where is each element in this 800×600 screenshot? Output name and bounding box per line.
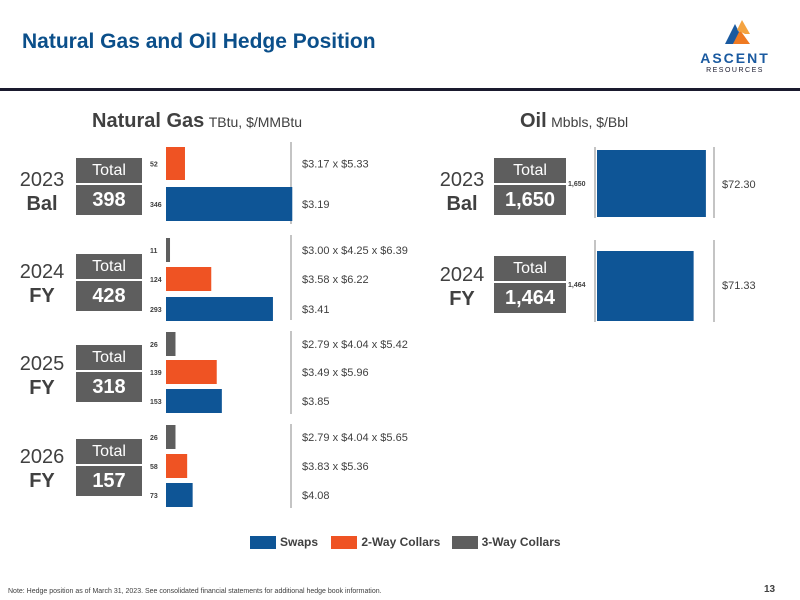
- gas-2026-swaps-price-label: $4.08: [302, 490, 330, 502]
- gas-2025-year-label: 2025 FY: [12, 352, 72, 400]
- period: FY: [29, 377, 55, 399]
- gas-2024-3-way-collars-value-label: 11: [150, 248, 158, 255]
- total-label: Total: [494, 256, 566, 283]
- gas-2024-total-box: Total 428: [76, 254, 142, 311]
- gas-2024-2-way-collars-value-label: 124: [150, 277, 162, 284]
- header-rule: [0, 88, 800, 91]
- oil-2023-swaps-bar: [597, 150, 706, 217]
- total-value: 157: [92, 470, 126, 492]
- gas-2024-3-way-collars-bar: [166, 238, 171, 262]
- oil-title: Oil: [520, 110, 547, 132]
- gas-2025-3-way-collars-value-label: 26: [150, 342, 158, 349]
- gas-2023-2-way-collars-value-label: 52: [150, 162, 158, 169]
- gas-2024-3-way-collars-price-label: $3.00 x $4.25 x $6.39: [302, 245, 408, 257]
- logo-subtext: RESOURCES: [706, 67, 764, 74]
- footnote: Note: Hedge position as of March 31, 202…: [8, 588, 382, 595]
- gas-2026-2-way-collars-bar: [166, 454, 188, 478]
- gas-2025-swaps-value-label: 153: [150, 399, 162, 406]
- gas-2025-swaps-bar: [166, 389, 222, 413]
- gas-2025-total-box: Total 318: [76, 345, 142, 402]
- year: 2025: [19, 353, 65, 375]
- page-number: 13: [764, 584, 776, 595]
- gas-2023-swaps-price-label: $3.19: [302, 199, 330, 211]
- gas-2023-total-box: Total 398: [76, 158, 142, 215]
- gas-2024-2-way-collars-bar: [166, 267, 212, 291]
- gas-2024-swaps-bar: [166, 297, 273, 321]
- gas-2026-2-way-collars-value-label: 58: [150, 464, 158, 471]
- legend-item-2-way-collars: 2-Way Collars: [331, 535, 441, 550]
- total-value: 1,650: [504, 189, 556, 211]
- gas-2024-swaps-value-label: 293: [150, 307, 162, 314]
- gas-2025-2-way-collars-price-label: $3.49 x $5.96: [302, 367, 369, 379]
- total-value: 1,464: [504, 287, 556, 309]
- gas-2023-year-label: 2023 Bal: [12, 168, 72, 216]
- gas-2023-swaps-bar: [166, 187, 293, 221]
- gas-2025-3-way-collars-price-label: $2.79 x $4.04 x $5.42: [302, 339, 408, 351]
- oil-2024-price-label: $71.33: [722, 280, 756, 292]
- period: Bal: [446, 193, 478, 215]
- gas-2023-2-way-collars-price-label: $3.17 x $5.33: [302, 159, 369, 171]
- legend-label: 3-Way Collars: [481, 535, 561, 549]
- legend-swatch: [331, 536, 358, 550]
- oil-2023-value-label: 1,650: [568, 181, 586, 188]
- oil-2024-swaps-bar: [597, 251, 694, 321]
- gas-2025-3-way-collars-bar: [166, 332, 176, 356]
- gas-2025-2-way-collars-value-label: 139: [150, 370, 162, 377]
- gas-2024-year-label: 2024 FY: [12, 260, 72, 308]
- gas-2026-total-box: Total 157: [76, 439, 142, 496]
- gas-2025-2-way-collars-bar: [166, 360, 217, 384]
- year: 2026: [19, 446, 65, 468]
- legend-label: Swaps: [280, 535, 319, 549]
- gas-section-title: Natural Gas TBtu, $/MMBtu: [92, 110, 302, 133]
- total-label: Total: [76, 254, 142, 281]
- slide-title: Natural Gas and Oil Hedge Position: [22, 30, 376, 53]
- oil-2023-total-box: Total 1,650: [494, 158, 566, 215]
- gas-2024-swaps-price-label: $3.41: [302, 304, 330, 316]
- gas-2024-2-way-collars-price-label: $3.58 x $6.22: [302, 274, 369, 286]
- gas-2026-swaps-bar: [166, 483, 193, 507]
- gas-2023-swaps-value-label: 346: [150, 202, 162, 209]
- gas-2026-3-way-collars-price-label: $2.79 x $4.04 x $5.65: [302, 432, 408, 444]
- legend-label: 2-Way Collars: [361, 535, 441, 549]
- gas-2026-3-way-collars-bar: [166, 425, 176, 449]
- total-label: Total: [494, 158, 566, 185]
- oil-2024-year-label: 2024 FY: [432, 263, 492, 311]
- ascent-logo-icon: [725, 20, 750, 44]
- year: 2023: [19, 169, 65, 191]
- total-label: Total: [76, 439, 142, 466]
- logo-wordmark: ASCENT: [700, 50, 770, 66]
- oil-subtitle: Mbbls, $/Bbl: [551, 114, 629, 130]
- period: FY: [29, 285, 55, 307]
- period: FY: [449, 288, 475, 310]
- oil-2023-price-label: $72.30: [722, 179, 756, 191]
- total-label: Total: [76, 345, 142, 372]
- period: FY: [29, 470, 55, 492]
- year: 2024: [439, 264, 485, 286]
- legend-swatch: [451, 536, 478, 550]
- gas-2023-2-way-collars-bar: [166, 147, 185, 180]
- legend: Swaps 2-Way Collars 3-Way Collars: [250, 535, 561, 550]
- total-value: 428: [92, 285, 126, 307]
- year: 2023: [439, 169, 485, 191]
- period: Bal: [26, 193, 58, 215]
- gas-2026-3-way-collars-value-label: 26: [150, 435, 158, 442]
- oil-2023-year-label: 2023 Bal: [432, 168, 492, 216]
- total-value: 398: [92, 189, 126, 211]
- year: 2024: [19, 261, 65, 283]
- oil-2024-value-label: 1,464: [568, 282, 586, 289]
- gas-2025-swaps-price-label: $3.85: [302, 396, 330, 408]
- oil-2024-total-box: Total 1,464: [494, 256, 566, 313]
- gas-2026-swaps-value-label: 73: [150, 493, 158, 500]
- total-value: 318: [92, 376, 126, 398]
- legend-item-3-way-collars: 3-Way Collars: [451, 535, 561, 550]
- gas-title: Natural Gas: [92, 110, 205, 132]
- total-label: Total: [76, 158, 142, 185]
- gas-2026-2-way-collars-price-label: $3.83 x $5.36: [302, 461, 369, 473]
- gas-2026-year-label: 2026 FY: [12, 445, 72, 493]
- legend-swatch: [250, 536, 276, 550]
- legend-item-swaps: Swaps: [250, 535, 319, 550]
- oil-section-title: Oil Mbbls, $/Bbl: [520, 110, 628, 133]
- gas-subtitle: TBtu, $/MMBtu: [208, 114, 303, 130]
